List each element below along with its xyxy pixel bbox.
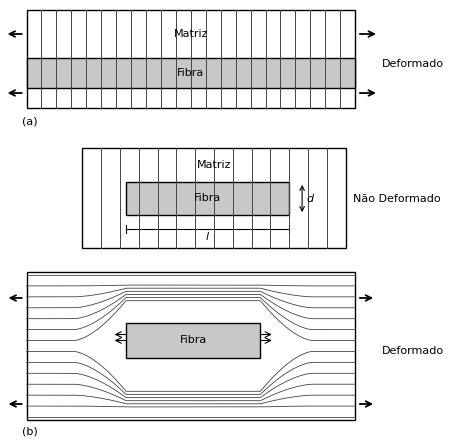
Bar [126, 182, 289, 215]
Text: Deformado: Deformado [382, 346, 444, 356]
Text: Fibra: Fibra [194, 193, 221, 203]
Text: Matriz: Matriz [174, 29, 208, 39]
Text: Matriz: Matriz [197, 160, 231, 170]
Bar [26, 10, 355, 108]
Bar [82, 148, 346, 248]
Text: l: l [206, 232, 209, 242]
Bar [126, 323, 260, 358]
Text: Fibra: Fibra [177, 68, 204, 78]
Text: Deformado: Deformado [382, 59, 444, 69]
Bar [26, 272, 355, 420]
Text: (b): (b) [22, 426, 37, 436]
Text: d: d [307, 194, 314, 203]
Text: Não Deformado: Não Deformado [353, 194, 441, 203]
Text: Fibra: Fibra [180, 335, 207, 345]
Text: (a): (a) [22, 116, 37, 126]
Bar [26, 58, 355, 88]
